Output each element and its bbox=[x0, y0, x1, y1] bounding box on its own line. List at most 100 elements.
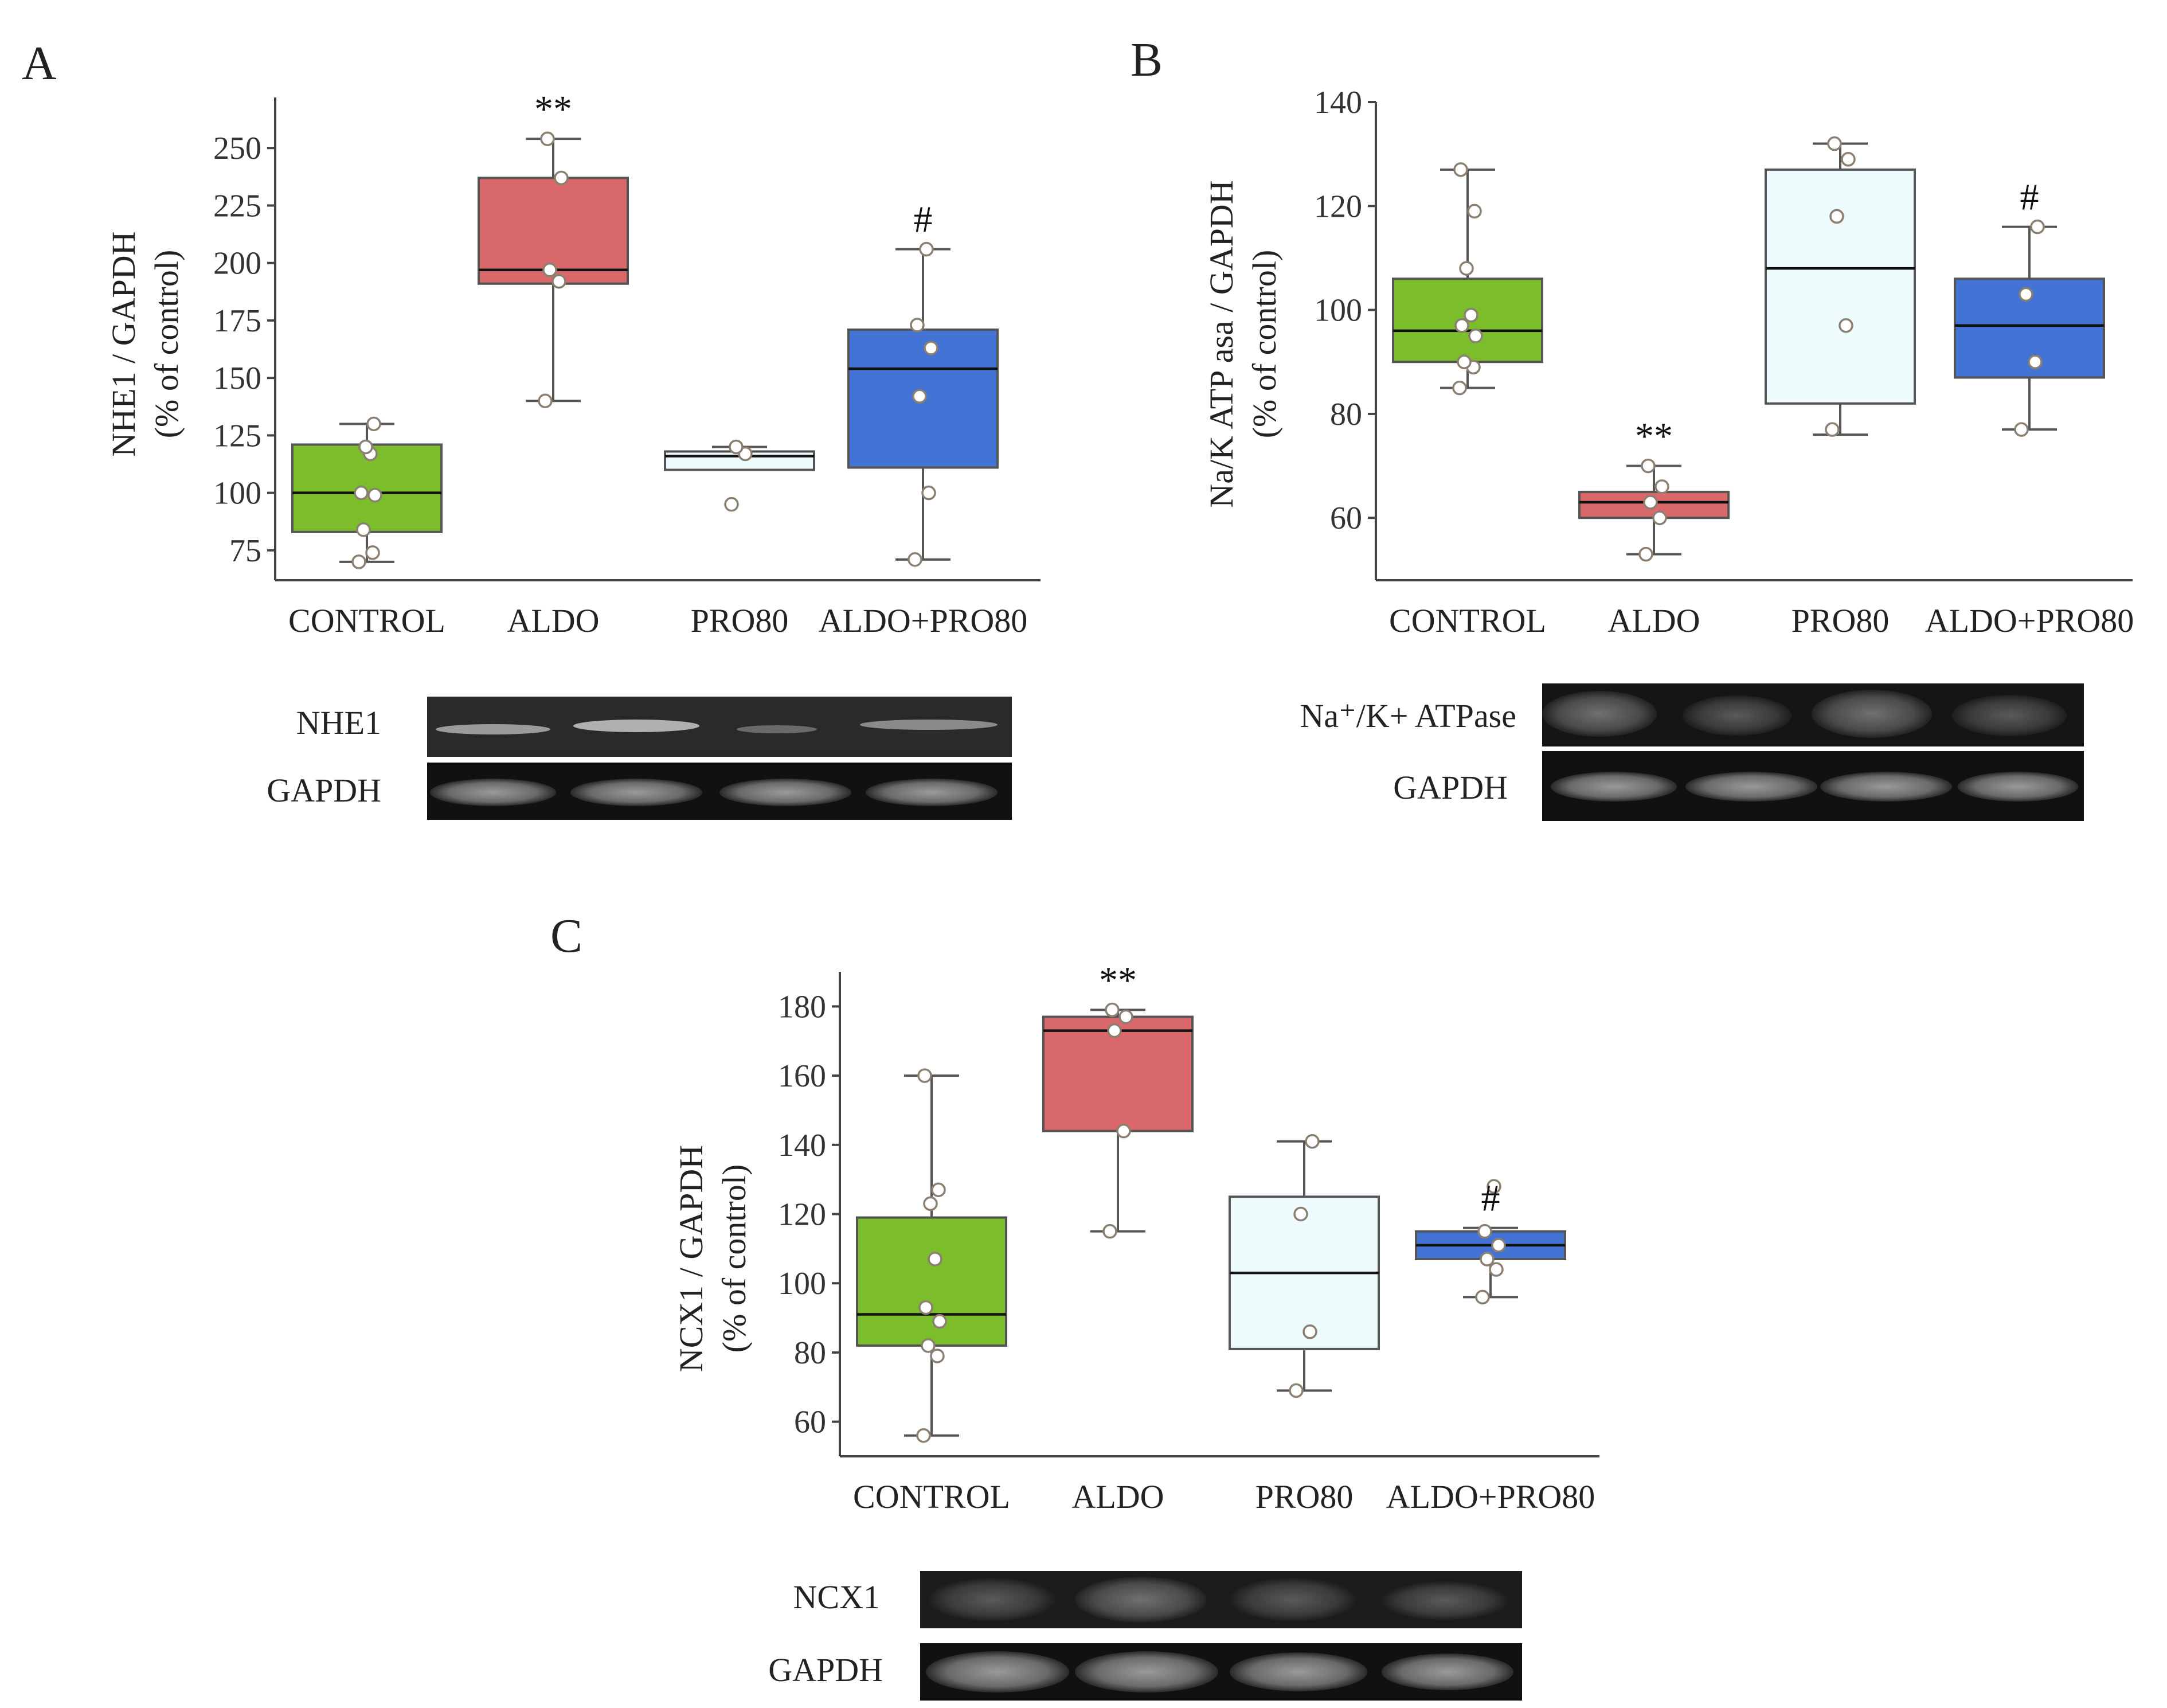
box-pro80 bbox=[1765, 168, 1916, 405]
y-tick-label: 100 bbox=[213, 476, 261, 511]
data-point bbox=[1289, 1383, 1304, 1398]
blot-band bbox=[1382, 1654, 1513, 1690]
data-point bbox=[1107, 1023, 1122, 1038]
box-plot-na-k-atpase: Na/K ATP asa / GAPDH (% of control) 60 80… bbox=[1203, 85, 2134, 639]
blot-band bbox=[1075, 1651, 1218, 1693]
data-point bbox=[931, 1182, 946, 1197]
blot-band bbox=[1075, 1577, 1207, 1623]
y-tick-label: 60 bbox=[794, 1405, 826, 1440]
data-point bbox=[1489, 1262, 1504, 1277]
data-point bbox=[351, 554, 366, 569]
data-point bbox=[1487, 1179, 1501, 1194]
data-point bbox=[932, 1314, 947, 1329]
y-tick-label: 250 bbox=[213, 131, 261, 166]
blot-band bbox=[929, 1578, 1055, 1621]
x-category-label: ALDO bbox=[1607, 602, 1700, 639]
western-blot-nhe1: NHE1 GAPDH bbox=[267, 697, 1012, 820]
data-point bbox=[1105, 1002, 1120, 1018]
data-point bbox=[1477, 1224, 1492, 1239]
x-category-label: CONTROL bbox=[288, 602, 445, 639]
data-point bbox=[729, 439, 744, 455]
x-category-label: CONTROL bbox=[1389, 602, 1546, 639]
data-point bbox=[2028, 354, 2043, 370]
data-point bbox=[1654, 479, 1669, 494]
blot-band bbox=[1685, 772, 1817, 802]
y-tick-label: 140 bbox=[778, 1128, 826, 1163]
panel-letter-a: A bbox=[22, 37, 57, 90]
x-category-label: ALDO bbox=[507, 602, 599, 639]
blot-band bbox=[1551, 772, 1677, 802]
data-point bbox=[923, 1196, 938, 1211]
data-point bbox=[358, 439, 373, 455]
data-point bbox=[1102, 1224, 1117, 1239]
data-point bbox=[367, 487, 382, 503]
data-point bbox=[1118, 1009, 1133, 1025]
y-tick-label: 80 bbox=[1330, 397, 1362, 432]
blot-band bbox=[1812, 690, 1932, 738]
y-axis-label: Na/K ATP asa / GAPDH bbox=[1203, 180, 1240, 507]
data-point bbox=[365, 545, 380, 560]
data-point bbox=[2019, 287, 2033, 302]
y-tick-label: 100 bbox=[1314, 293, 1362, 329]
data-point bbox=[928, 1252, 942, 1267]
y-tick-label: 120 bbox=[778, 1197, 826, 1233]
data-point bbox=[921, 485, 936, 501]
significance-marker: # bbox=[1481, 1178, 1500, 1220]
data-point bbox=[1452, 380, 1467, 396]
blot-band bbox=[1542, 691, 1657, 737]
data-point bbox=[1638, 546, 1653, 562]
blot-band bbox=[1820, 772, 1952, 802]
x-category-label: CONTROL bbox=[853, 1478, 1010, 1515]
data-point bbox=[1825, 422, 1840, 437]
data-point bbox=[724, 497, 739, 512]
blot-band bbox=[570, 779, 702, 806]
data-point bbox=[354, 485, 369, 501]
data-point bbox=[1459, 261, 1474, 276]
data-point bbox=[1827, 136, 1842, 151]
y-tick-label: 150 bbox=[213, 361, 261, 396]
data-point bbox=[366, 416, 381, 432]
data-point bbox=[356, 522, 371, 537]
y-tick-label: 75 bbox=[229, 533, 261, 569]
data-point bbox=[554, 170, 569, 186]
blot-band bbox=[926, 1651, 1069, 1693]
data-point bbox=[1491, 1238, 1506, 1253]
y-axis-label-unit: (% of control) bbox=[148, 250, 185, 439]
blot-label-loading: GAPDH bbox=[267, 772, 381, 809]
y-axis-label-unit: (% of control) bbox=[715, 1164, 753, 1353]
y-tick-label: 200 bbox=[213, 246, 261, 282]
data-point bbox=[2030, 219, 2045, 234]
data-point bbox=[930, 1349, 945, 1363]
blot-band bbox=[860, 720, 998, 730]
data-point bbox=[916, 1428, 931, 1443]
blot-band bbox=[1230, 1652, 1367, 1691]
data-point bbox=[538, 393, 553, 409]
blot-band bbox=[719, 779, 851, 806]
data-point bbox=[1467, 204, 1482, 219]
data-point bbox=[912, 389, 927, 404]
y-axis-label: NCX1 / GAPDH bbox=[672, 1145, 710, 1372]
western-blot-ncx1: NCX1 GAPDH bbox=[768, 1571, 1522, 1701]
data-point bbox=[910, 318, 925, 333]
panel-letter-c: C bbox=[550, 909, 582, 963]
blot-band bbox=[866, 779, 998, 806]
data-point bbox=[551, 274, 566, 289]
y-tick-label: 140 bbox=[1314, 85, 1362, 120]
blot-label-loading: GAPDH bbox=[1393, 769, 1508, 806]
y-axis-label-unit: (% of control) bbox=[1246, 250, 1283, 439]
blot-label-protein: Na⁺/K+ ATPase bbox=[1300, 697, 1516, 734]
blot-band bbox=[1958, 772, 2078, 802]
data-point bbox=[1116, 1123, 1131, 1139]
blot-band bbox=[573, 720, 699, 732]
data-point bbox=[924, 341, 938, 355]
y-tick-label: 160 bbox=[778, 1058, 826, 1094]
y-tick-label: 125 bbox=[213, 418, 261, 454]
blot-band bbox=[436, 724, 550, 734]
data-point bbox=[1829, 209, 1844, 224]
data-point bbox=[1464, 307, 1478, 323]
panel-letter-b: B bbox=[1131, 33, 1163, 87]
x-category-label: ALDO+PRO80 bbox=[1925, 602, 2134, 639]
data-point bbox=[1652, 510, 1667, 525]
data-point bbox=[1475, 1289, 1490, 1305]
